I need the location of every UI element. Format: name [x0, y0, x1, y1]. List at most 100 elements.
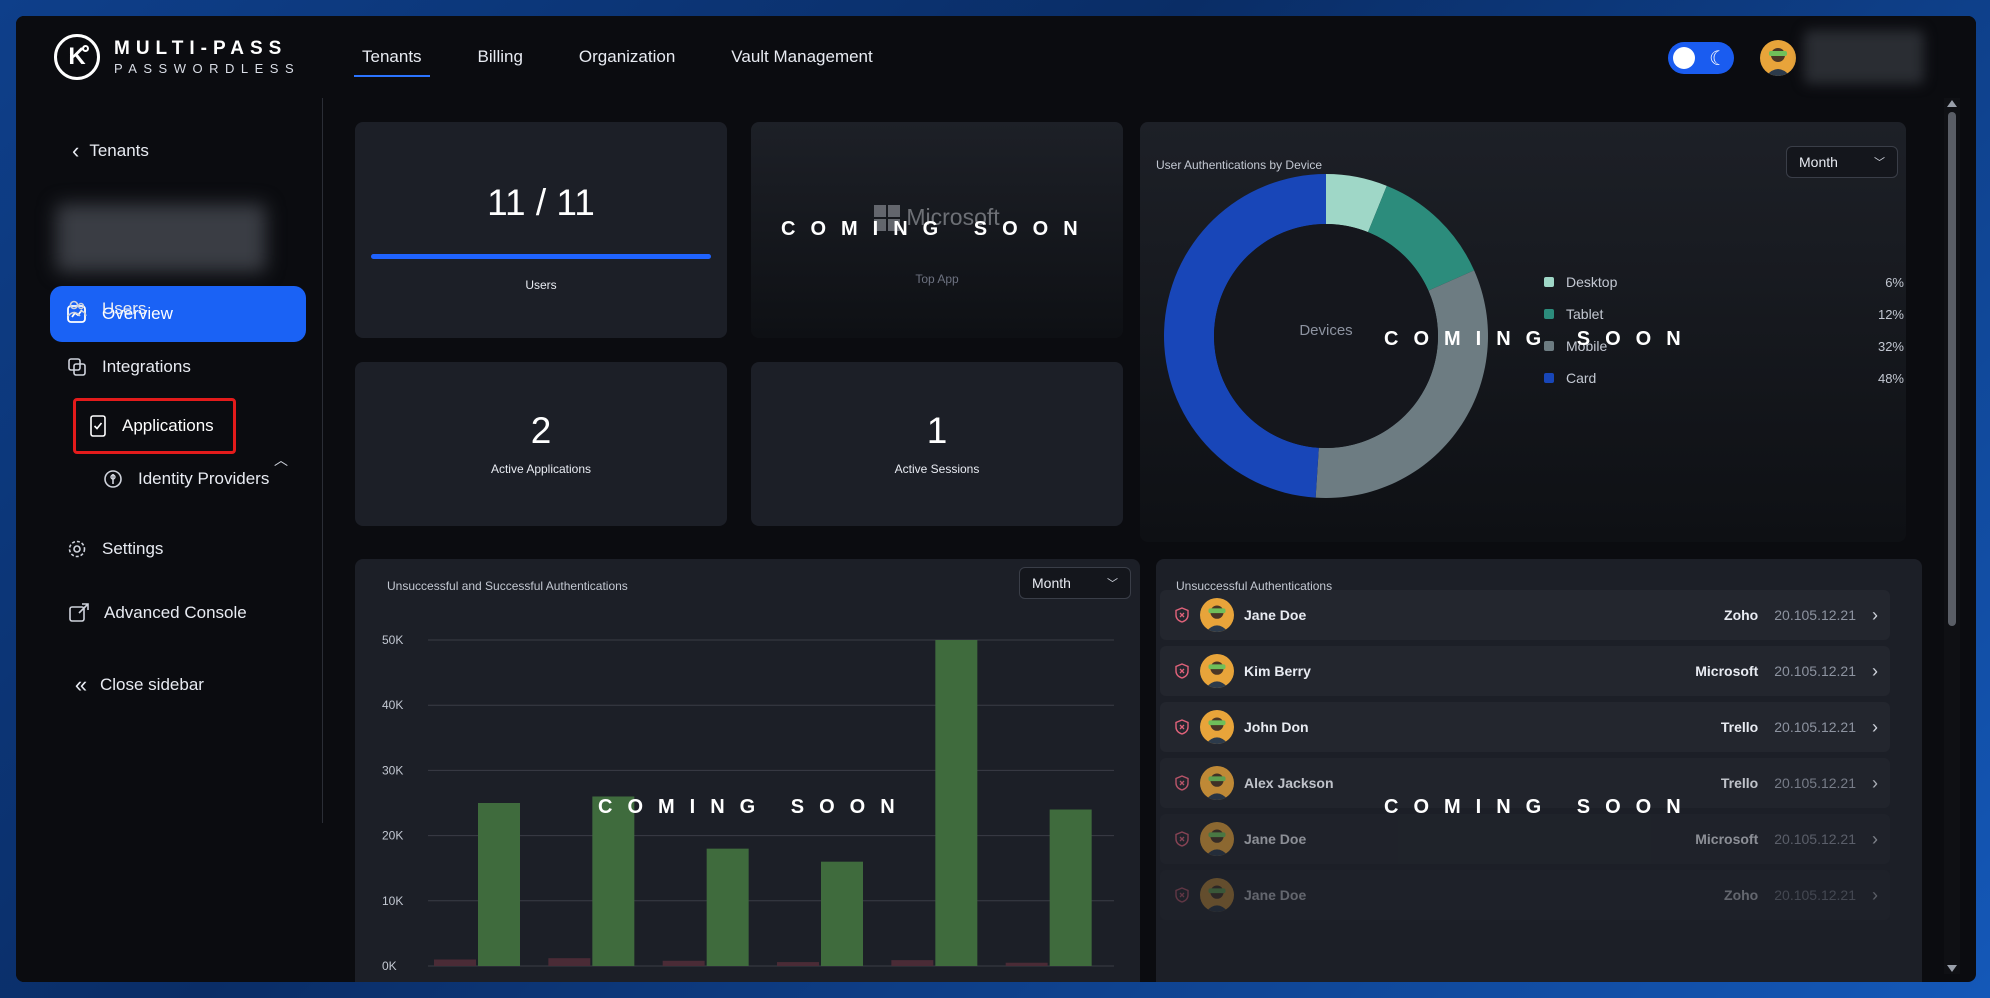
scroll-down-arrow-icon[interactable]	[1947, 965, 1957, 972]
users-icon	[67, 300, 87, 317]
sidebar-item-settings[interactable]: Settings	[66, 538, 163, 560]
auth-chart-period-select[interactable]: Month ﹀	[1019, 567, 1131, 599]
sidebar-divider	[322, 98, 323, 823]
sidebar-item-label: Integrations	[102, 357, 191, 376]
coming-soon-overlay: COMING SOON	[598, 796, 910, 818]
nav-organization[interactable]: Organization	[578, 47, 676, 66]
auth-chart-title: Unsuccessful and Successful Authenticati…	[387, 579, 628, 593]
app-name: Trello	[1720, 775, 1759, 791]
top-app-label: Top App	[915, 272, 959, 286]
active-applications-label: Active Applications	[490, 462, 592, 476]
nav-billing[interactable]: Billing	[477, 47, 523, 66]
legend-mobile: Mobile 32%	[1544, 338, 1904, 354]
legend-pct: 12%	[1877, 306, 1904, 322]
integrations-icon	[68, 358, 86, 376]
legend-name: Card	[1566, 370, 1597, 386]
ip-address: 20.105.12.21	[1774, 719, 1856, 735]
legend-swatch	[1544, 341, 1554, 351]
sidebar-item-identity-providers[interactable]: Identity Providers	[102, 468, 269, 490]
scroll-up-arrow-icon[interactable]	[1947, 100, 1957, 107]
table-row[interactable]: Jane Doe Microsoft 20.105.12.21 ›	[1160, 814, 1890, 864]
donut-slice-card	[1164, 174, 1326, 498]
shield-icon	[1175, 831, 1189, 847]
shield-icon	[1175, 775, 1189, 791]
table-row[interactable]: Alex Jackson Trello 20.105.12.21 ›	[1160, 758, 1890, 808]
gear-icon	[68, 540, 86, 558]
logo[interactable]: K MULTI-PASS PASSWORDLESS	[54, 34, 300, 80]
active-applications-card: 2 Active Applications	[355, 362, 727, 526]
donut-center-label: Devices	[1299, 322, 1353, 339]
app-name: Zoho	[1724, 607, 1759, 623]
active-sessions-card: 1 Active Sessions	[751, 362, 1123, 526]
legend-name: Tablet	[1566, 306, 1604, 322]
table-row[interactable]: Jane Doe Zoho 20.105.12.21 ›	[1160, 870, 1890, 920]
logo-line2: PASSWORDLESS	[114, 61, 301, 76]
active-applications-value: 2	[530, 410, 552, 451]
close-sidebar-button[interactable]: « Close sidebar	[70, 672, 204, 697]
sidebar-item-label: Close sidebar	[100, 675, 204, 694]
device-donut-chart	[1164, 174, 1488, 498]
coming-soon-overlay: COMING SOON	[781, 218, 1093, 240]
legend-swatch	[1544, 309, 1554, 319]
sidebar-item-label: Overview	[102, 304, 173, 323]
y-tick-label: 20K	[382, 829, 403, 843]
chevron-right-icon: ›	[1872, 884, 1878, 905]
main-scrollbar[interactable]	[1944, 98, 1960, 974]
sidebar-item-advanced-console[interactable]: Advanced Console	[68, 602, 247, 624]
shield-icon	[1175, 663, 1189, 679]
avatar	[1200, 598, 1234, 632]
unsuccessful-bar-5	[1005, 962, 1048, 966]
logo-mark-letter: K	[68, 43, 86, 70]
sidebar-item-overview[interactable]: Overview	[50, 286, 306, 342]
sidebar-item-applications[interactable]: Applications	[73, 398, 236, 454]
legend-card: Card 48%	[1544, 370, 1904, 386]
avatar	[1200, 878, 1234, 912]
avatar	[1200, 654, 1234, 688]
auth-chart-period-value: Month	[1032, 575, 1071, 591]
ip-address: 20.105.12.21	[1774, 775, 1856, 791]
legend-pct: 32%	[1877, 338, 1904, 354]
coming-soon-overlay: COMING SOON	[1384, 328, 1696, 350]
app-name: Zoho	[1724, 887, 1759, 903]
user-name: Jane Doe	[1244, 831, 1307, 847]
user-name: John Don	[1244, 719, 1309, 735]
user-avatar[interactable]	[1760, 40, 1796, 76]
back-label: Tenants	[89, 141, 149, 160]
chevron-up-icon[interactable]: ︿	[274, 452, 288, 468]
coming-soon-overlay: COMING SOON	[1384, 796, 1696, 818]
unsuccessful-bar-3	[777, 962, 819, 966]
nav-tenants[interactable]: Tenants	[354, 16, 430, 98]
successful-bar-3	[821, 861, 863, 966]
chevron-right-icon: ›	[1872, 828, 1878, 849]
users-stat-label: Users	[525, 278, 557, 292]
scrollbar-thumb[interactable]	[1948, 112, 1956, 626]
chevron-down-icon: ﹀	[1874, 157, 1885, 169]
table-row[interactable]: Kim Berry Microsoft 20.105.12.21 ›	[1160, 646, 1890, 696]
successful-bar-5	[1049, 809, 1092, 966]
sidebar-item-users[interactable]: Users	[66, 298, 146, 320]
chevron-left-icon: ‹	[72, 138, 80, 163]
table-row[interactable]: John Don Trello 20.105.12.21 ›	[1160, 702, 1890, 752]
y-tick-label: 30K	[382, 763, 403, 777]
y-tick-label: 50K	[382, 633, 403, 647]
legend-desktop: Desktop 6%	[1544, 274, 1904, 290]
chevron-right-icon: ›	[1872, 660, 1878, 681]
table-row[interactable]: Jane Doe Zoho 20.105.12.21 ›	[1160, 590, 1890, 640]
sidebar-item-integrations[interactable]: Integrations	[66, 356, 191, 378]
donut-slice-mobile	[1315, 270, 1488, 498]
device-panel-title: User Authentications by Device	[1156, 158, 1323, 172]
back-to-tenants[interactable]: ‹ Tenants	[72, 138, 149, 164]
shield-icon	[1175, 607, 1189, 623]
avatar	[1200, 766, 1234, 800]
top-app-value: Microsoft	[751, 204, 1123, 231]
y-tick-label: 10K	[382, 894, 403, 908]
chevron-right-icon: ›	[1872, 772, 1878, 793]
chevron-right-icon: ›	[1872, 604, 1878, 625]
user-name: Jane Doe	[1244, 887, 1307, 903]
users-stat-card: 11 / 11 Users	[355, 122, 727, 338]
theme-toggle[interactable]: ☾	[1668, 42, 1734, 74]
toggle-knob	[1673, 47, 1695, 69]
external-link-icon	[69, 603, 89, 622]
nav-vault-management[interactable]: Vault Management	[731, 47, 873, 66]
device-period-select[interactable]: Month ﹀	[1786, 146, 1898, 178]
